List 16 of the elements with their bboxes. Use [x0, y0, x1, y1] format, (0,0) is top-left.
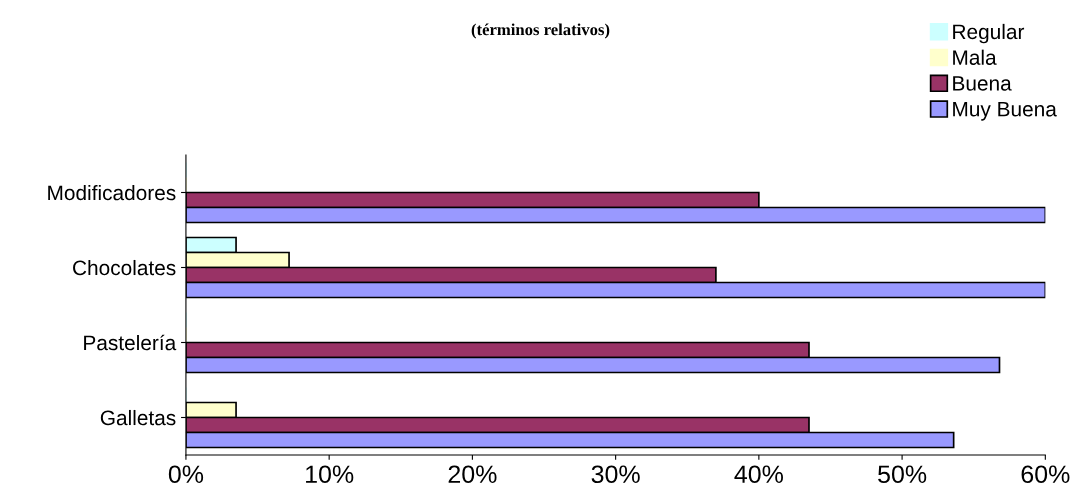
- chart-title: (términos relativos): [471, 23, 610, 39]
- legend-label: Mala: [953, 49, 997, 65]
- legend-label: Muy Buena: [953, 101, 1057, 121]
- y-tick-label: Modificadores: [48, 184, 176, 201]
- x-tick-label: 40%: [734, 465, 783, 484]
- x-tick-label: 10%: [306, 465, 354, 484]
- x-tick-label: 30%: [591, 465, 640, 484]
- legend-label: Buena: [953, 76, 1012, 91]
- legend-label: Regular: [953, 23, 1025, 44]
- y-tick-label: Pastelería: [84, 334, 177, 351]
- x-tick-label: 60%: [1021, 465, 1070, 484]
- x-tick-label: 0%: [168, 465, 204, 484]
- x-tick-label: 50%: [878, 465, 927, 484]
- y-tick-label: Chocolates: [73, 259, 176, 276]
- y-tick-label: Galletas: [100, 409, 176, 426]
- x-tick-label: 20%: [448, 465, 497, 484]
